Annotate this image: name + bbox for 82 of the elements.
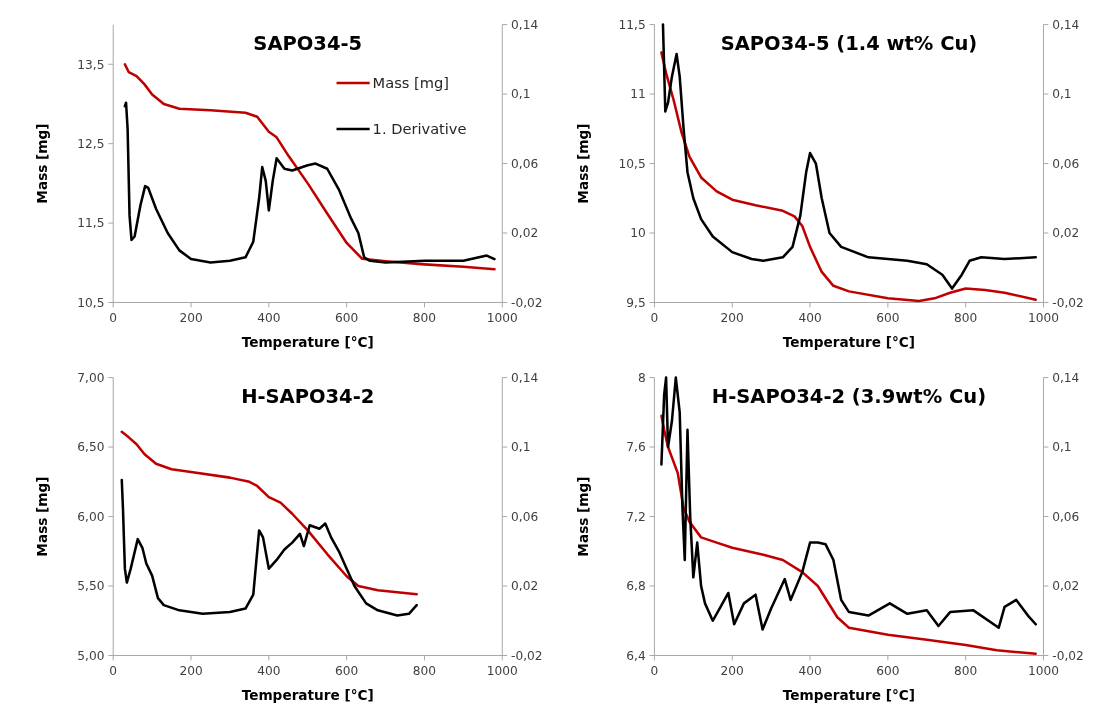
y-tick-label: 10 <box>630 226 646 241</box>
y2-tick-label: 0,14 <box>1052 370 1080 385</box>
y2-tick-label: -0,02 <box>1052 648 1084 663</box>
y2-tick-label: 0,14 <box>1052 17 1080 32</box>
y-tick-label: 5,00 <box>77 648 105 663</box>
y-axis-title: Mass [mg] <box>575 476 592 557</box>
chart-title: SAPO34-5 <box>253 31 363 55</box>
y2-tick-label: 0,02 <box>1052 579 1080 594</box>
x-tick-label: 800 <box>954 663 978 678</box>
y2-tick-label: 0,02 <box>1052 226 1080 241</box>
y-tick-label: 5,50 <box>77 579 105 594</box>
y2-tick-label: 0,14 <box>511 17 539 32</box>
y-tick-label: 11,5 <box>77 216 105 231</box>
x-tick-label: 1000 <box>1028 310 1059 325</box>
y2-tick-label: 0,1 <box>511 440 531 455</box>
y-tick-label: 6,50 <box>77 440 105 455</box>
y2-tick-label: 0,06 <box>511 156 539 171</box>
x-tick-label: 0 <box>109 663 118 678</box>
x-tick-label: 400 <box>798 663 822 678</box>
x-axis-title: Temperature [°C] <box>241 334 374 351</box>
y-tick-label: 7,6 <box>626 440 646 455</box>
y-tick-label: 11,5 <box>618 17 646 32</box>
x-axis-title: Temperature [°C] <box>782 334 916 351</box>
x-tick-label: 600 <box>876 310 900 325</box>
x-tick-label: 0 <box>109 310 118 325</box>
x-axis-title: Temperature [°C] <box>241 687 374 704</box>
chart-title: H-SAPO34-2 (3.9wt% Cu) <box>711 384 987 408</box>
x-tick-label: 0 <box>650 310 659 325</box>
y-axis-title: Mass [mg] <box>33 123 50 204</box>
x-tick-label: 800 <box>412 310 437 325</box>
y-axis-title: Mass [mg] <box>33 476 50 557</box>
y2-tick-label: 0,06 <box>1052 509 1080 524</box>
chart-title: H-SAPO34-2 <box>241 384 375 408</box>
y-tick-label: 6,8 <box>626 579 646 594</box>
x-tick-label: 1000 <box>1028 663 1059 678</box>
y-tick-label: 7,2 <box>626 509 646 524</box>
y2-tick-label: 0,06 <box>1052 156 1080 171</box>
y-axis-title: Mass [mg] <box>575 123 592 204</box>
legend-label: Mass [mg] <box>372 74 449 92</box>
y-tick-label: 7,00 <box>77 370 105 385</box>
x-tick-label: 0 <box>650 663 659 678</box>
x-axis-title: Temperature [°C] <box>782 687 916 704</box>
x-tick-label: 600 <box>876 663 900 678</box>
x-tick-label: 1000 <box>486 310 518 325</box>
chart-title: SAPO34-5 (1.4 wt% Cu) <box>720 31 978 55</box>
y2-tick-label: 0,1 <box>511 87 531 102</box>
x-tick-label: 200 <box>179 663 203 678</box>
x-tick-label: 600 <box>335 663 359 678</box>
x-tick-label: 200 <box>179 310 203 325</box>
y2-tick-label: 0,06 <box>511 509 539 524</box>
y2-tick-label: -0,02 <box>511 295 543 310</box>
y2-tick-label: 0,1 <box>1052 440 1072 455</box>
y-tick-label: 10,5 <box>618 156 646 171</box>
y-tick-label: 9,5 <box>626 295 646 310</box>
y-tick-label: 12,5 <box>77 136 105 151</box>
x-tick-label: 200 <box>720 310 744 325</box>
y-tick-label: 10,5 <box>77 295 105 310</box>
x-tick-label: 600 <box>335 310 359 325</box>
y2-tick-label: 0,1 <box>1052 87 1072 102</box>
legend-label: 1. Derivative <box>372 120 467 138</box>
x-tick-label: 800 <box>412 663 437 678</box>
x-tick-label: 400 <box>257 663 281 678</box>
y-tick-label: 11 <box>630 87 646 102</box>
x-tick-label: 200 <box>720 663 744 678</box>
x-tick-label: 1000 <box>486 663 518 678</box>
line-series <box>123 101 496 264</box>
y-tick-label: 6,4 <box>626 648 646 663</box>
y2-tick-label: 0,02 <box>511 226 539 241</box>
line-series <box>120 478 418 617</box>
x-tick-label: 400 <box>257 310 281 325</box>
y2-tick-label: -0,02 <box>511 648 543 663</box>
y2-tick-label: -0,02 <box>1052 295 1084 310</box>
y-tick-label: 6,00 <box>77 509 105 524</box>
x-tick-label: 400 <box>798 310 822 325</box>
y-tick-label: 8 <box>637 370 646 385</box>
line-series <box>120 430 418 596</box>
x-tick-label: 800 <box>954 310 978 325</box>
y2-tick-label: 0,02 <box>511 579 539 594</box>
y2-tick-label: 0,14 <box>511 370 539 385</box>
y-tick-label: 13,5 <box>77 57 105 72</box>
line-series <box>660 376 1037 631</box>
line-series <box>123 63 496 271</box>
